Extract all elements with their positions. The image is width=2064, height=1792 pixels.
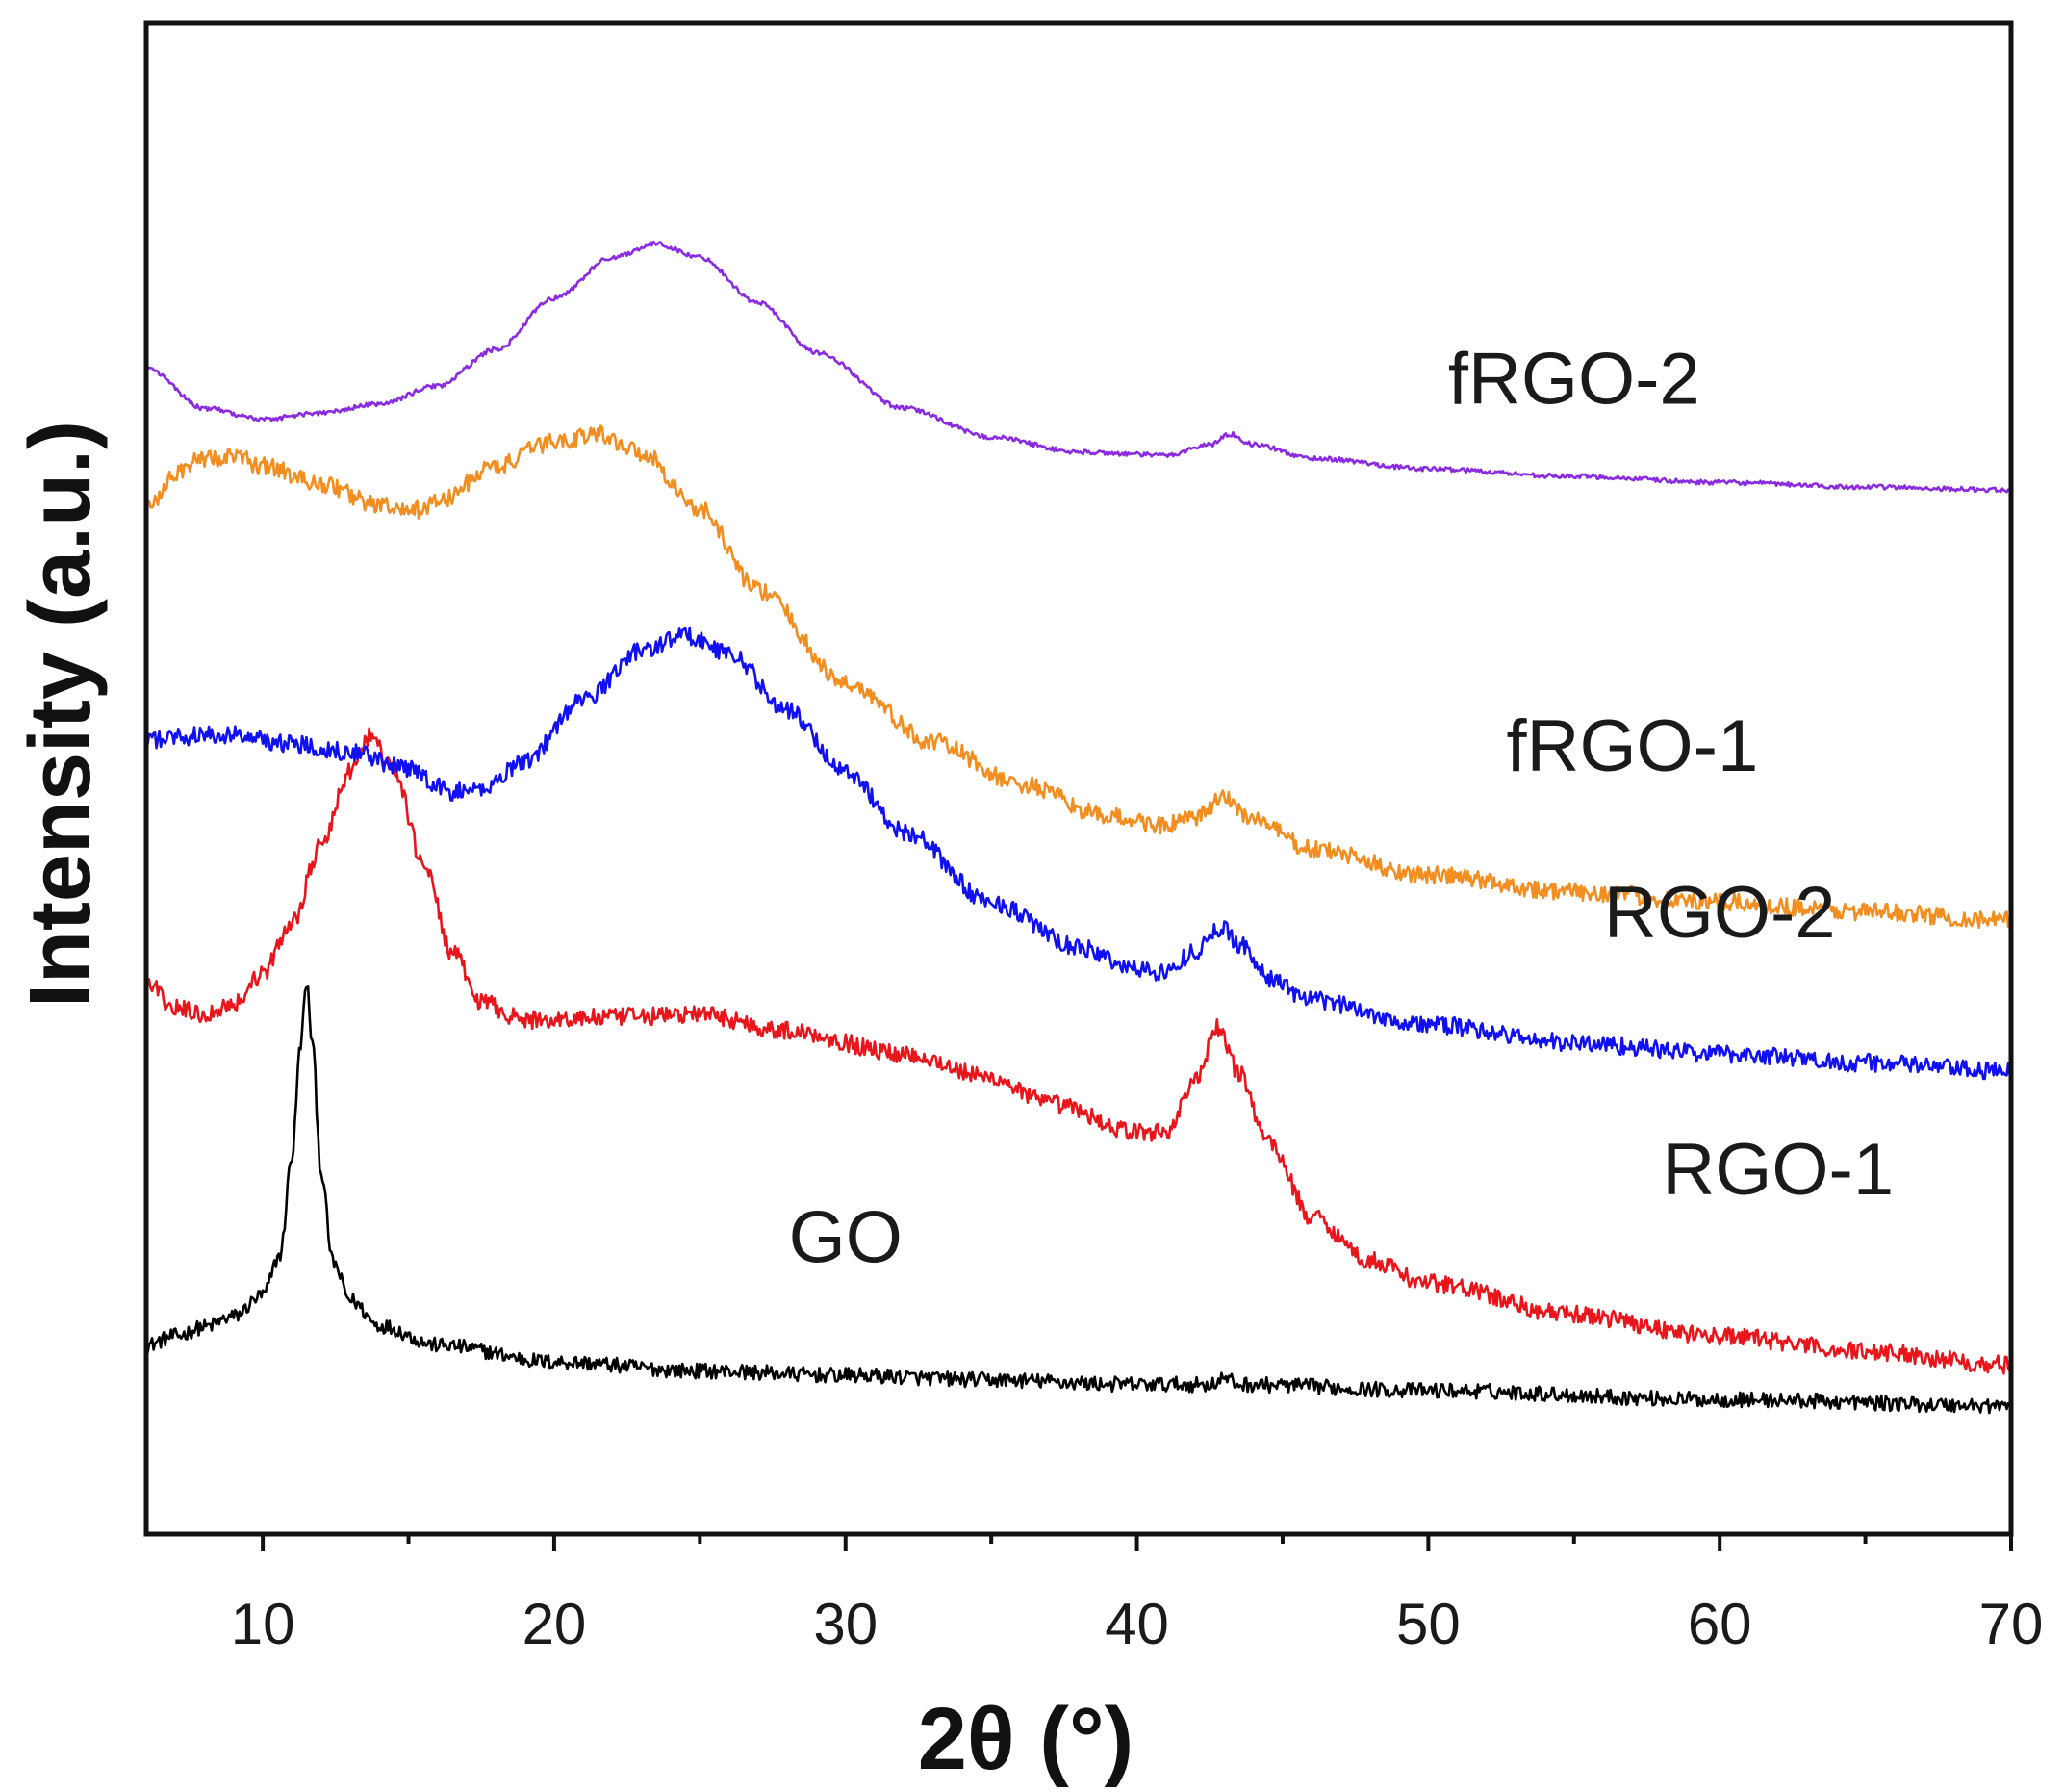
x-tick-label-70: 70 <box>1979 1592 2044 1656</box>
series-label-frgo-1: fRGO-1 <box>1506 705 1758 787</box>
x-tick-label-60: 60 <box>1688 1592 1752 1656</box>
series-line-rgo-2 <box>144 627 2013 1081</box>
x-axis-ticks: 10 20 30 40 50 60 70 <box>231 1534 2044 1656</box>
series-labels: GO RGO-1 RGO-2 fRGO-1 fRGO-2 <box>789 339 1894 1279</box>
x-tick-label-50: 50 <box>1396 1592 1461 1656</box>
series-line-frgo-1 <box>145 424 2013 930</box>
x-tick-label-40: 40 <box>1105 1592 1169 1656</box>
x-tick-label-20: 20 <box>522 1592 587 1656</box>
series-label-rgo-2: RGO-2 <box>1604 872 1836 954</box>
series-curves <box>144 240 2013 1415</box>
y-axis-title: Intensity (a.u.) <box>13 421 109 1008</box>
series-label-rgo-1: RGO-1 <box>1662 1129 1894 1211</box>
plot-frame <box>143 20 2014 1537</box>
series-line-go <box>146 985 2013 1415</box>
x-tick-label-30: 30 <box>813 1592 878 1656</box>
x-axis-title: 2θ (°) <box>918 1690 1134 1788</box>
x-tick-label-10: 10 <box>231 1592 295 1656</box>
series-label-frgo-2: fRGO-2 <box>1448 339 1700 421</box>
series-label-go: GO <box>789 1196 903 1278</box>
series-line-rgo-1 <box>144 727 2013 1375</box>
series-line-frgo-2 <box>144 240 2012 494</box>
